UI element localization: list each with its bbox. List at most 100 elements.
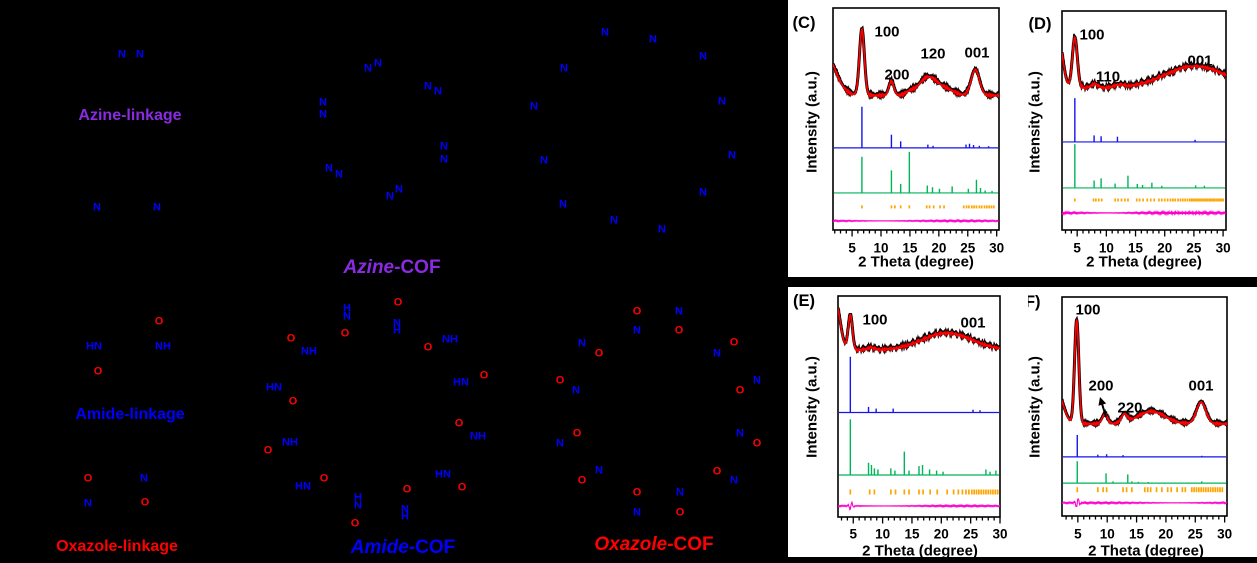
atom-label-h: H: [393, 324, 401, 337]
atom-label-n: N: [136, 48, 144, 61]
simulated-pattern-blue: [834, 106, 998, 149]
atom-label-n: N: [610, 214, 618, 227]
xrd-panel-C: 5 10 15 20 25 30 2 Theta (degree) Intensity (a.…: [793, 7, 1004, 271]
panel-letter: (F): [1028, 293, 1041, 311]
xrd-panel-F: 5 10 15 20 25 30 2 Theta (degree) Intensity (a.…: [1028, 293, 1232, 560]
xrd-panels-area: 5 10 15 20 25 30 2 Theta (degree) Intensity (a.…: [788, 0, 1257, 563]
atom-label-n: N: [728, 149, 736, 162]
x-axis-label: 2 Theta (degree): [858, 254, 974, 271]
simulated-pattern-green: [834, 151, 998, 194]
panel-letter: (E): [793, 292, 815, 310]
oxazole-linkage-text: Oxazole-linkage: [56, 538, 178, 555]
simulated-pattern-green: [1063, 461, 1226, 484]
difference-curve: [838, 500, 1000, 511]
atom-label-o: O: [454, 417, 464, 430]
fit-curve: [833, 27, 999, 100]
atom-label-nh: NH: [442, 333, 458, 346]
x-tick-label: 5: [1073, 241, 1081, 256]
atom-label-o: O: [632, 486, 642, 499]
atom-label-nh: NH: [301, 345, 317, 358]
atom-label-n: N: [730, 474, 738, 487]
x-tick-label: 30: [1216, 241, 1231, 256]
atom-label-hn: HN: [295, 480, 311, 493]
xrd-panel-E: 5 10 15 20 25 30 2 Theta (degree) Intensity (a.…: [793, 292, 1008, 560]
atom-label-n: N: [343, 310, 351, 323]
atom-label-nh: NH: [282, 436, 298, 449]
peak-label: 100: [1075, 302, 1100, 319]
atom-label-n: N: [658, 223, 666, 236]
fit-curve: [1062, 318, 1227, 428]
atom-label-o: O: [319, 472, 329, 485]
atom-label-n: N: [434, 85, 442, 98]
difference-curve: [1062, 497, 1227, 508]
atom-label-o: O: [423, 341, 433, 354]
atom-label-o: O: [457, 481, 467, 494]
atom-label-o: O: [93, 365, 103, 378]
peak-label: 001: [960, 315, 985, 332]
x-tick-label: 10: [875, 527, 890, 542]
atom-label-o: O: [140, 496, 150, 509]
atom-label-o: O: [577, 474, 587, 487]
atom-label-o: O: [340, 327, 350, 340]
peak-label: 001: [1187, 53, 1212, 70]
atom-label-o: O: [402, 483, 412, 496]
atom-label-hn: HN: [86, 340, 102, 353]
plot-frame: [1061, 296, 1228, 517]
x-tick-label: 25: [960, 241, 976, 256]
atom-label-o: O: [393, 296, 403, 309]
amide-linkage-label: Amide-linkage: [75, 406, 184, 424]
atom-label-n: N: [153, 201, 161, 214]
difference-curve: [1062, 209, 1226, 217]
atom-label-nh: NH: [470, 430, 486, 443]
amide-cof-prefix: Amide: [350, 537, 409, 558]
x-tick-label: 15: [1129, 527, 1145, 542]
atom-label-o: O: [632, 305, 642, 318]
atom-label-hn: HN: [435, 468, 451, 481]
atom-label-n: N: [595, 464, 603, 477]
bottom-black-band: [788, 557, 1257, 563]
x-axis-label: 2 Theta (degree): [862, 543, 978, 560]
difference-curve: [833, 218, 999, 224]
atom-label-o: O: [555, 374, 565, 387]
atom-label-n: N: [578, 337, 586, 350]
atom-label-n: N: [601, 26, 609, 39]
oxazole-cof-prefix: Oxazole: [594, 534, 668, 555]
peak-label: 200: [1088, 378, 1113, 395]
bragg-ticks: [849, 489, 999, 495]
oxazole-linkage-label: Oxazole-linkage: [56, 538, 178, 556]
atom-label-n: N: [440, 140, 448, 153]
simulated-pattern-green: [839, 419, 999, 476]
atom-label-h: H: [401, 510, 409, 523]
x-tick-label: 20: [1157, 241, 1172, 256]
atom-label-n: N: [325, 162, 333, 175]
atom-label-n: N: [319, 96, 327, 109]
atom-label-n: N: [713, 347, 721, 360]
plot-frame: [832, 7, 1000, 231]
simulated-pattern-blue: [1063, 434, 1226, 458]
row-separator-band: [788, 277, 1257, 287]
atom-label-nh: NH: [155, 340, 171, 353]
atom-label-n: N: [718, 95, 726, 108]
atom-label-n: N: [335, 168, 343, 181]
y-axis-label: Intensity (a.u.): [1028, 356, 1044, 458]
atom-label-n: N: [530, 100, 538, 113]
y-axis-label: Intensity (a.u.): [1028, 71, 1044, 173]
fit-curve: [1062, 35, 1226, 92]
x-tick-label: 10: [1100, 527, 1115, 542]
x-tick-label: 20: [931, 241, 946, 256]
atom-label-n: N: [395, 183, 403, 196]
atom-label-o: O: [572, 427, 582, 440]
x-tick-label: 20: [934, 527, 949, 542]
x-tick-label: 5: [1074, 527, 1082, 542]
atom-label-n: N: [140, 472, 148, 485]
azine-cof-prefix: Azine: [343, 257, 395, 278]
y-axis-label: Intensity (a.u.): [804, 356, 821, 458]
atom-label-o: O: [288, 395, 298, 408]
atom-label-n: N: [374, 57, 382, 70]
atom-label-n: N: [424, 80, 432, 93]
bragg-ticks: [861, 205, 995, 209]
x-tick-label: 25: [963, 527, 979, 542]
atom-label-n: N: [84, 497, 92, 510]
x-tick-label: 15: [902, 241, 918, 256]
